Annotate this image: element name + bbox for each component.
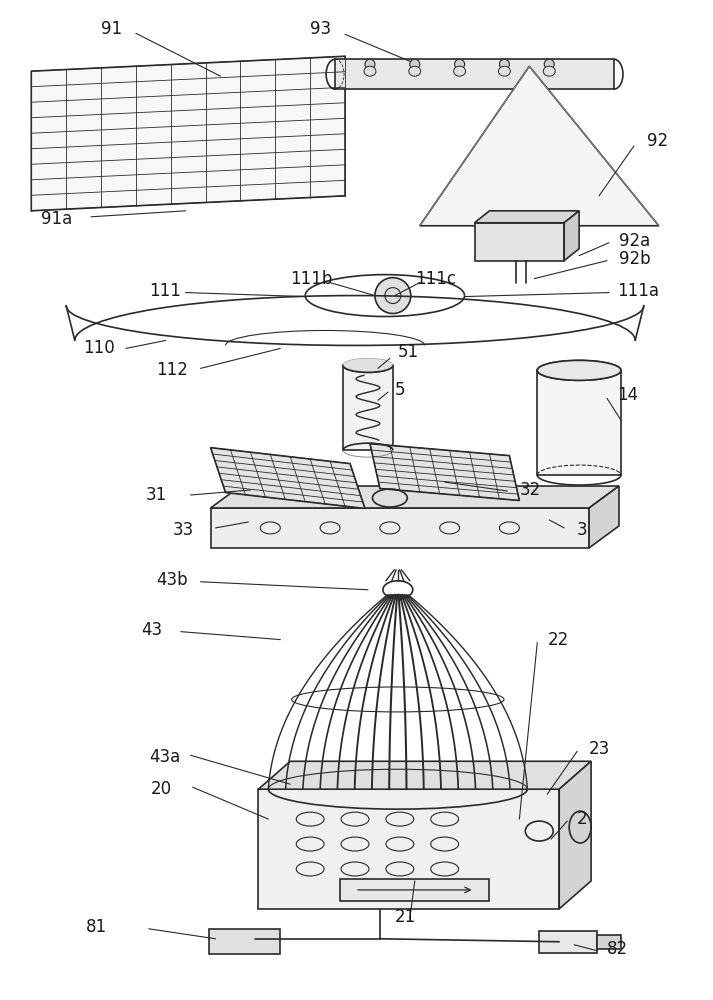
Ellipse shape [364,66,376,76]
Polygon shape [539,931,597,953]
Polygon shape [210,486,619,508]
Text: 31: 31 [146,486,167,504]
Text: 32: 32 [519,481,540,499]
Circle shape [375,278,411,314]
Polygon shape [597,935,621,949]
Ellipse shape [409,66,421,76]
Text: 20: 20 [151,780,172,798]
Ellipse shape [543,66,555,76]
Polygon shape [475,223,564,261]
Text: 91a: 91a [41,210,73,228]
Text: 14: 14 [617,386,638,404]
Ellipse shape [498,66,511,76]
Ellipse shape [538,360,621,380]
Polygon shape [538,370,621,475]
Text: 111a: 111a [617,282,659,300]
Ellipse shape [343,358,393,372]
Text: 93: 93 [310,20,332,38]
Text: 33: 33 [173,521,194,539]
Circle shape [499,59,509,69]
Text: 3: 3 [577,521,588,539]
Text: 21: 21 [395,908,416,926]
Text: 5: 5 [395,381,406,399]
Text: 111b: 111b [290,270,333,288]
Polygon shape [335,59,614,89]
Text: 111c: 111c [415,270,456,288]
Text: 111: 111 [149,282,180,300]
Text: 92b: 92b [619,250,650,268]
Text: 112: 112 [155,361,188,379]
Polygon shape [258,761,591,789]
Polygon shape [340,879,490,901]
Polygon shape [31,56,345,211]
Text: 51: 51 [398,343,419,361]
Text: 91: 91 [101,20,122,38]
Text: 22: 22 [548,631,568,649]
Text: 23: 23 [589,740,610,758]
Polygon shape [559,761,591,909]
Text: 43: 43 [141,621,162,639]
Polygon shape [210,508,589,548]
Text: 2: 2 [577,810,588,828]
Circle shape [455,59,465,69]
Text: 92a: 92a [619,232,650,250]
Polygon shape [258,789,559,909]
Ellipse shape [453,66,466,76]
Polygon shape [210,448,365,508]
Polygon shape [475,211,579,223]
Polygon shape [564,211,579,261]
Text: 110: 110 [83,339,115,357]
Circle shape [365,59,375,69]
Text: 43a: 43a [149,748,180,766]
Polygon shape [209,929,280,954]
Text: 43b: 43b [155,571,188,589]
Circle shape [544,59,554,69]
Polygon shape [370,444,519,500]
Polygon shape [589,486,619,548]
Text: 82: 82 [607,940,628,958]
Text: 92: 92 [647,132,668,150]
Circle shape [410,59,420,69]
Polygon shape [343,365,393,450]
Polygon shape [420,66,659,226]
Text: 81: 81 [86,918,107,936]
